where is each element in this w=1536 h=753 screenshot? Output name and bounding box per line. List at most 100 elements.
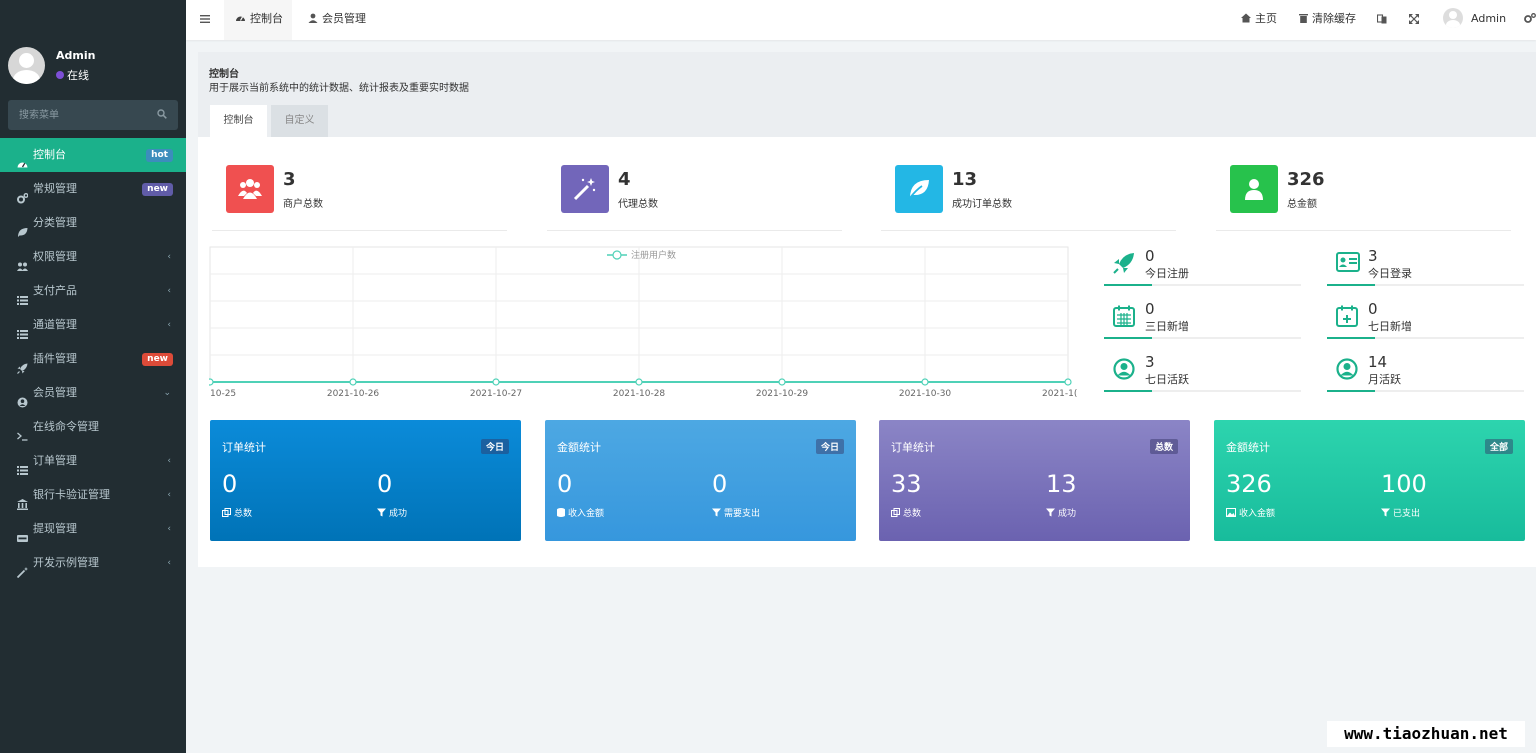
list-icon [17,456,28,475]
dashboard-icon [17,162,28,168]
stat-card: 3 商户总数 [212,165,521,231]
user-circle-icon [17,397,28,408]
mini-stat-value: 0 [1145,300,1155,318]
card-title: 订单统计 [222,441,266,454]
menu-search-input[interactable] [8,100,148,130]
chevron-down-icon: ⌄ [163,388,171,398]
user-name: Admin [56,49,96,62]
tab-custom-panel[interactable]: 自定义 [271,105,328,137]
terminal-icon [17,422,28,441]
fullscreen-icon[interactable] [1409,1,1423,41]
search-icon[interactable] [157,109,167,119]
sidebar-item-label: 订单管理 [33,454,77,467]
card-value-1: 326 [1226,470,1272,498]
card-value-2: 13 [1046,470,1077,498]
stat-value: 326 [1287,169,1325,190]
card-label-1: 总数 [891,506,921,519]
user-panel: Admin 在线 [8,47,178,87]
data-point [492,378,500,386]
chevron-left-icon: ‹ [167,558,171,568]
tab-dashboard-panel[interactable]: 控制台 [210,105,267,137]
summary-card: 订单统计 今日 0 0 总数 成功 [210,420,521,541]
mini-stat-label: 七日活跃 [1145,373,1189,386]
summary-card: 金额统计 全部 326 100 收入金额 已支出 [1214,420,1525,541]
sidebar-item[interactable]: 通道管理 ‹ [0,308,186,342]
menu-search [8,100,178,130]
sidebar-item[interactable]: 提现管理 ‹ [0,512,186,546]
sidebar-item[interactable]: 分类管理 [0,206,186,240]
mini-stat-label: 今日注册 [1145,267,1189,280]
visa-card-icon [17,524,28,542]
calendar-icon [1113,305,1135,330]
id-card-icon [1336,252,1360,275]
tab-dashboard[interactable]: 控制台 [224,0,292,40]
trash-icon [1299,14,1308,23]
language-icon[interactable] [1376,1,1391,41]
sidebar-item[interactable]: 常规管理 new [0,172,186,206]
user-menu[interactable]: Admin [1443,0,1506,40]
sidebar-item[interactable]: 插件管理 new [0,342,186,376]
list-icon [17,466,28,475]
rocket-icon [17,363,28,374]
card-label-2: 已支出 [1381,506,1420,519]
sidebar-item[interactable]: 订单管理 ‹ [0,444,186,478]
copy-icon [222,508,234,519]
filter-icon [712,508,724,519]
tab-member-management[interactable]: 会员管理 [308,0,366,40]
magic-icon [16,558,28,579]
card-label-2: 需要支出 [712,506,760,519]
leaf-icon [895,165,943,213]
card-badge: 全部 [1484,439,1513,454]
data-point [635,378,643,386]
page-title: 控制台 [209,69,239,80]
mini-stat: 0 今日注册 [1104,246,1301,290]
x-tick-label: 2021-10-28 [613,389,666,399]
stat-card: 326 总金额 [1216,165,1525,231]
mini-stat-label: 今日登录 [1368,267,1412,280]
sidebar-item[interactable]: 开发示例管理 ‹ [0,546,186,580]
menu-badge: new [142,353,173,366]
menu-toggle-icon[interactable] [200,1,214,41]
sidebar-item-label: 常规管理 [33,182,77,195]
sidebar-item[interactable]: 权限管理 ‹ [0,240,186,274]
x-tick-label: 2021-10-27 [470,389,522,399]
cogs-icon [17,184,29,204]
clear-cache-link[interactable]: 清除缓存 [1299,0,1356,40]
card-title: 金额统计 [557,441,601,454]
sidebar-item-label: 权限管理 [33,250,77,263]
x-tick-label: 2021-10-30 [899,389,952,399]
user-circle-icon [1113,358,1135,383]
mini-stat: 3 今日登录 [1327,246,1524,290]
sidebar-item[interactable]: 在线命令管理 [0,410,186,444]
sidebar-item[interactable]: 银行卡验证管理 ‹ [0,478,186,512]
sidebar-item-label: 提现管理 [33,522,77,535]
sidebar: Admin 在线 控制台hot常规管理new分类管理权限管理‹支付产品‹通道管理… [0,0,186,753]
stat-value: 4 [618,169,631,190]
home-icon [1241,13,1251,23]
home-link[interactable]: 主页 [1241,0,1277,40]
sidebar-item[interactable]: 支付产品 ‹ [0,274,186,308]
page-header: 控制台 用于展示当前系统中的统计数据、统计报表及重要实时数据 控制台 自定义 [198,52,1536,137]
mini-stat-value: 14 [1368,353,1388,371]
sidebar-item[interactable]: 控制台 hot [0,138,186,172]
card-value-2: 100 [1381,470,1427,498]
filter-icon [1381,508,1393,519]
online-dot-icon [56,71,64,79]
chevron-left-icon: ‹ [167,490,171,500]
filter-icon [1046,508,1058,519]
settings-gear-icon[interactable] [1524,1,1536,41]
card-value-1: 0 [557,470,573,498]
chevron-left-icon: ‹ [167,524,171,534]
group-icon [17,252,28,271]
sidebar-item[interactable]: 会员管理 ⌄ [0,376,186,410]
user-icon [308,13,318,23]
mini-stat: 0 三日新增 [1104,299,1301,343]
summary-card: 金额统计 今日 0 0 收入金额 需要支出 [545,420,856,541]
users-icon [226,165,274,213]
topbar: 控制台 会员管理 主页 清除缓存 Admin [186,0,1536,40]
x-tick-label: 10-25 [210,389,236,399]
terminal-icon [17,432,28,441]
watermark: www.tiaozhuan.net [1327,721,1525,747]
data-point [349,378,357,386]
dashboard-icon [17,150,28,168]
